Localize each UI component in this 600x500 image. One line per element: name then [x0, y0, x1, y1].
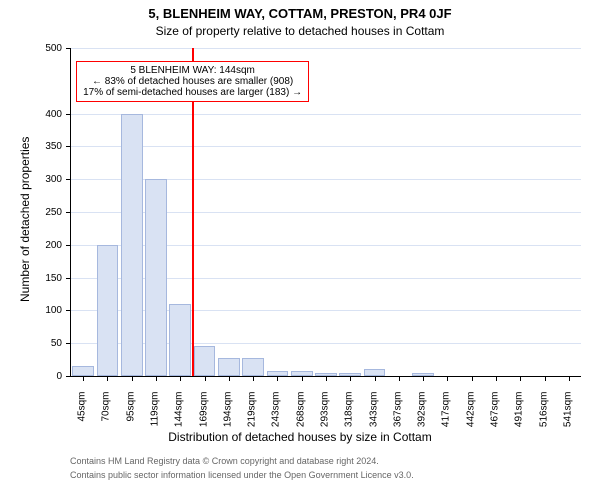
xtick-label: 491sqm	[514, 392, 525, 442]
footer-line-2: Contains public sector information licen…	[70, 470, 590, 480]
ytick-mark	[66, 212, 71, 213]
xtick-mark	[350, 376, 351, 381]
ytick-mark	[66, 179, 71, 180]
xtick-mark	[569, 376, 570, 381]
xtick-label: 219sqm	[247, 392, 258, 442]
xtick-mark	[302, 376, 303, 381]
xtick-label: 367sqm	[392, 392, 403, 442]
bar	[194, 346, 216, 376]
ytick-label: 100	[30, 305, 62, 316]
annotation-line: 17% of semi-detached houses are larger (…	[83, 87, 302, 98]
bar	[72, 366, 94, 376]
xtick-label: 95sqm	[125, 392, 136, 442]
xtick-mark	[520, 376, 521, 381]
xtick-mark	[253, 376, 254, 381]
ytick-label: 300	[30, 174, 62, 185]
xtick-mark	[545, 376, 546, 381]
ytick-label: 50	[30, 338, 62, 349]
ytick-mark	[66, 343, 71, 344]
xtick-label: 194sqm	[222, 392, 233, 442]
xtick-label: 243sqm	[271, 392, 282, 442]
xtick-mark	[447, 376, 448, 381]
xtick-mark	[83, 376, 84, 381]
footer-line-1: Contains HM Land Registry data © Crown c…	[70, 456, 590, 466]
xtick-mark	[205, 376, 206, 381]
xtick-label: 442sqm	[465, 392, 476, 442]
ytick-mark	[66, 310, 71, 311]
xtick-label: 70sqm	[101, 392, 112, 442]
annotation-box: 5 BLENHEIM WAY: 144sqm← 83% of detached …	[76, 61, 309, 102]
xtick-mark	[472, 376, 473, 381]
xtick-label: 516sqm	[538, 392, 549, 442]
page-subtitle: Size of property relative to detached ho…	[0, 24, 600, 38]
bar	[97, 245, 119, 376]
ytick-label: 200	[30, 240, 62, 251]
xtick-label: 45sqm	[77, 392, 88, 442]
ytick-mark	[66, 376, 71, 377]
xtick-mark	[229, 376, 230, 381]
xtick-label: 392sqm	[417, 392, 428, 442]
ytick-label: 350	[30, 141, 62, 152]
xtick-label: 293sqm	[320, 392, 331, 442]
chart-area: 5 BLENHEIM WAY: 144sqm← 83% of detached …	[70, 48, 581, 377]
xtick-mark	[375, 376, 376, 381]
ytick-label: 500	[30, 43, 62, 54]
annotation-line: 5 BLENHEIM WAY: 144sqm	[83, 65, 302, 76]
xtick-mark	[326, 376, 327, 381]
ytick-label: 400	[30, 109, 62, 120]
annotation-line: ← 83% of detached houses are smaller (90…	[83, 76, 302, 87]
xtick-mark	[277, 376, 278, 381]
xtick-mark	[132, 376, 133, 381]
page-title: 5, BLENHEIM WAY, COTTAM, PRESTON, PR4 0J…	[0, 6, 600, 21]
bar	[121, 114, 143, 376]
ytick-label: 150	[30, 273, 62, 284]
xtick-mark	[399, 376, 400, 381]
xtick-mark	[496, 376, 497, 381]
xtick-label: 467sqm	[490, 392, 501, 442]
ytick-mark	[66, 278, 71, 279]
xtick-label: 343sqm	[368, 392, 379, 442]
xtick-label: 417sqm	[441, 392, 452, 442]
ytick-mark	[66, 114, 71, 115]
xtick-label: 541sqm	[562, 392, 573, 442]
ytick-mark	[66, 146, 71, 147]
ytick-label: 0	[30, 371, 62, 382]
bar	[145, 179, 167, 376]
ytick-mark	[66, 48, 71, 49]
ytick-label: 250	[30, 207, 62, 218]
xtick-mark	[423, 376, 424, 381]
xtick-mark	[107, 376, 108, 381]
xtick-mark	[180, 376, 181, 381]
bar	[169, 304, 191, 376]
xtick-label: 169sqm	[198, 392, 209, 442]
bar	[242, 358, 264, 376]
xtick-label: 144sqm	[174, 392, 185, 442]
xtick-mark	[156, 376, 157, 381]
bar	[218, 358, 240, 376]
xtick-label: 268sqm	[295, 392, 306, 442]
xtick-label: 318sqm	[344, 392, 355, 442]
ytick-mark	[66, 245, 71, 246]
xtick-label: 119sqm	[150, 392, 161, 442]
